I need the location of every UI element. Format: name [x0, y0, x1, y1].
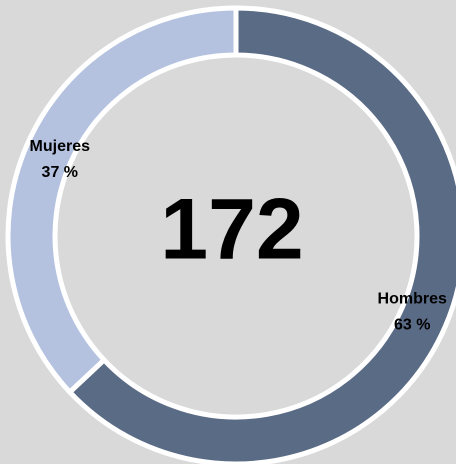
- arcs: [5, 5, 456, 464]
- center-total: 172: [160, 182, 304, 278]
- donut-segment: [5, 5, 239, 396]
- donut-segment: [66, 5, 456, 464]
- segment-name: Hombres: [378, 290, 447, 307]
- segment-value-label: 63 %: [394, 316, 430, 333]
- segment-value-label: 37 %: [42, 164, 78, 181]
- segment-name: Mujeres: [30, 138, 91, 155]
